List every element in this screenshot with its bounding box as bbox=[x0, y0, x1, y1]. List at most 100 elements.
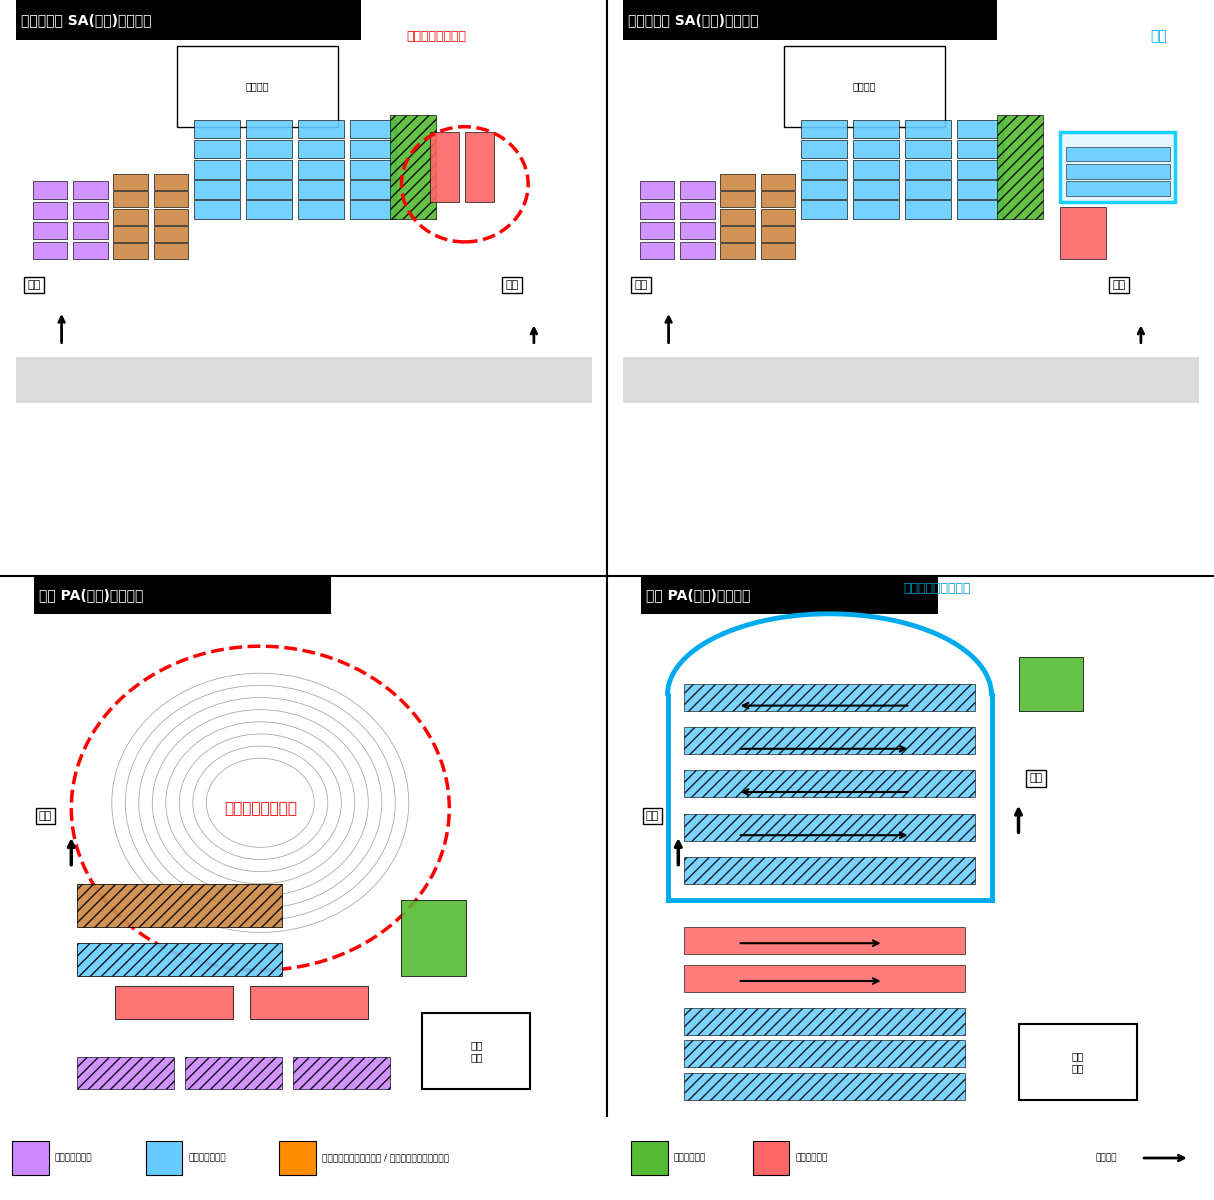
Bar bbox=[390, 115, 436, 218]
Bar bbox=[113, 209, 148, 224]
Text: 駿河湾沼津 SA(上り)　工事後: 駿河湾沼津 SA(上り) 工事後 bbox=[629, 13, 759, 28]
Bar bbox=[422, 1013, 531, 1090]
Text: Ｖ字駐車レイアウト: Ｖ字駐車レイアウト bbox=[903, 582, 971, 595]
Text: バス専用マス: バス専用マス bbox=[674, 1153, 707, 1163]
Bar bbox=[640, 181, 674, 199]
Bar bbox=[683, 965, 964, 991]
Bar bbox=[73, 202, 108, 218]
Bar bbox=[297, 180, 344, 199]
Text: 入口: 入口 bbox=[39, 811, 52, 821]
Bar bbox=[1066, 146, 1170, 161]
Bar bbox=[683, 857, 975, 883]
Text: 大型車駐車マス: 大型車駐車マス bbox=[188, 1153, 226, 1163]
Bar bbox=[297, 200, 344, 218]
Bar bbox=[465, 132, 494, 202]
Bar bbox=[753, 1141, 789, 1175]
Bar bbox=[33, 181, 67, 199]
Bar bbox=[801, 180, 847, 199]
Text: 入口: 入口 bbox=[634, 280, 647, 290]
Bar bbox=[720, 191, 755, 208]
Bar bbox=[76, 883, 282, 926]
Bar bbox=[73, 181, 108, 199]
Text: 入口: 入口 bbox=[646, 811, 659, 821]
Bar bbox=[194, 140, 240, 158]
Bar bbox=[246, 200, 293, 218]
Bar bbox=[154, 191, 188, 208]
Bar bbox=[113, 226, 148, 242]
Bar bbox=[114, 986, 233, 1019]
Bar bbox=[297, 120, 344, 138]
Bar bbox=[279, 1141, 316, 1175]
Bar bbox=[641, 576, 937, 613]
Bar bbox=[720, 244, 755, 259]
Bar bbox=[16, 0, 361, 41]
Bar bbox=[683, 770, 975, 797]
Text: 商業施設: 商業施設 bbox=[852, 82, 877, 91]
Bar bbox=[350, 200, 396, 218]
Bar bbox=[246, 120, 293, 138]
Bar bbox=[640, 202, 674, 218]
Bar bbox=[801, 120, 847, 138]
Text: 商業
施設: 商業 施設 bbox=[470, 1040, 482, 1062]
Bar bbox=[853, 140, 900, 158]
Text: 普通車・中型車兼用マス / 普通車・大型車兼用マス: 普通車・中型車兼用マス / 普通車・大型車兼用マス bbox=[322, 1153, 449, 1163]
Bar bbox=[177, 46, 337, 127]
Bar bbox=[76, 1056, 174, 1090]
Text: 清水 PA(下り)　工事前: 清水 PA(下り) 工事前 bbox=[39, 588, 143, 602]
Bar bbox=[761, 244, 795, 259]
Bar bbox=[1019, 1024, 1138, 1099]
Bar bbox=[154, 174, 188, 190]
Bar bbox=[904, 180, 951, 199]
Bar bbox=[1066, 181, 1170, 196]
Bar bbox=[683, 1073, 964, 1099]
Bar bbox=[154, 226, 188, 242]
Bar bbox=[720, 174, 755, 190]
Bar bbox=[640, 242, 674, 259]
Bar bbox=[957, 180, 1003, 199]
Bar bbox=[33, 202, 67, 218]
Bar bbox=[640, 222, 674, 239]
Bar bbox=[957, 120, 1003, 138]
Bar bbox=[113, 244, 148, 259]
Text: 進行方向: 進行方向 bbox=[1095, 1153, 1117, 1163]
Bar bbox=[720, 209, 755, 224]
Bar bbox=[33, 242, 67, 259]
Bar bbox=[801, 140, 847, 158]
Bar bbox=[297, 160, 344, 179]
Bar bbox=[113, 191, 148, 208]
Bar bbox=[293, 1056, 390, 1090]
Text: トレーラマス: トレーラマス bbox=[795, 1153, 828, 1163]
Bar bbox=[623, 0, 997, 41]
Bar bbox=[350, 180, 396, 199]
Bar bbox=[683, 684, 975, 710]
Text: 入口: 入口 bbox=[27, 280, 40, 290]
Bar bbox=[401, 900, 465, 976]
Bar bbox=[680, 222, 715, 239]
Text: 普通車駐車マス: 普通車駐車マス bbox=[55, 1153, 92, 1163]
Bar bbox=[73, 242, 108, 259]
Text: 出口: 出口 bbox=[505, 280, 518, 290]
Bar bbox=[430, 132, 459, 202]
Bar bbox=[801, 200, 847, 218]
Text: 清水 PA(下り)　工事後: 清水 PA(下り) 工事後 bbox=[646, 588, 750, 602]
Text: 駐車エリアの拡大: 駐車エリアの拡大 bbox=[405, 30, 466, 43]
Bar bbox=[350, 140, 396, 158]
Text: 駿河湾沼津 SA(上り)　工事前: 駿河湾沼津 SA(上り) 工事前 bbox=[22, 13, 152, 28]
Bar bbox=[683, 926, 964, 954]
Bar bbox=[631, 1141, 668, 1175]
Bar bbox=[16, 358, 591, 403]
Bar bbox=[801, 160, 847, 179]
Bar bbox=[853, 120, 900, 138]
Bar bbox=[683, 1040, 964, 1068]
Bar bbox=[720, 226, 755, 242]
Text: 商業施設: 商業施設 bbox=[245, 82, 270, 91]
Bar bbox=[761, 174, 795, 190]
Bar bbox=[761, 191, 795, 208]
Bar bbox=[761, 226, 795, 242]
Bar bbox=[350, 160, 396, 179]
Text: 駐車エリアの拡大: 駐車エリアの拡大 bbox=[223, 800, 296, 816]
Text: 出口: 出口 bbox=[1029, 773, 1043, 784]
Bar bbox=[113, 174, 148, 190]
Bar bbox=[1060, 208, 1106, 259]
Bar bbox=[957, 160, 1003, 179]
